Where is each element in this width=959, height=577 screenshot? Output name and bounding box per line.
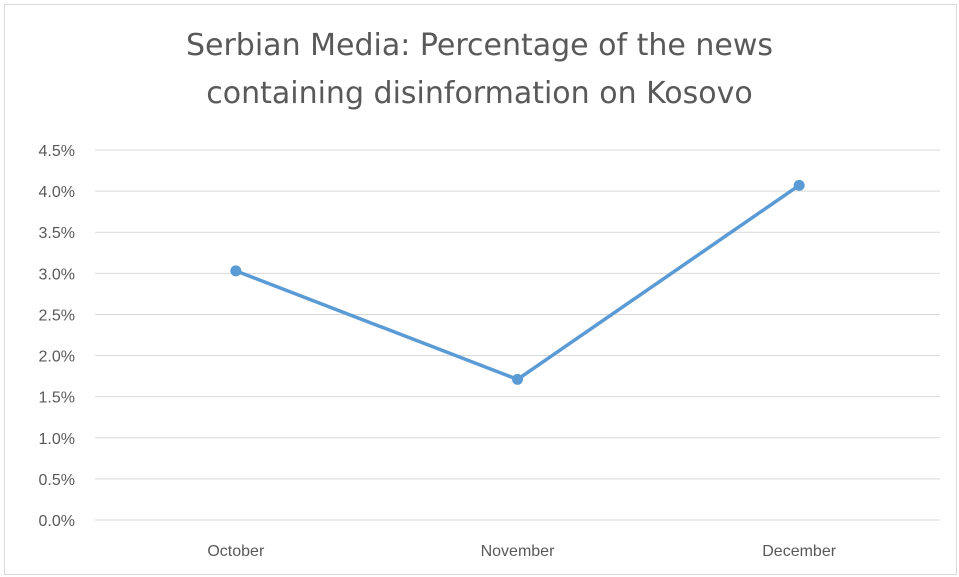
y-tick-label: 3.5%: [39, 225, 75, 242]
data-point-december: [793, 179, 805, 191]
x-tick-label: December: [762, 543, 836, 560]
chart-title-line-2: containing disinformation on Kosovo: [206, 76, 753, 111]
chart-title-line-1: Serbian Media: Percentage of the news: [185, 28, 774, 63]
y-tick-label: 0.5%: [39, 472, 75, 489]
y-tick-label: 2.0%: [39, 349, 75, 366]
y-tick-label: 4.5%: [39, 143, 75, 160]
data-point-october: [230, 265, 242, 277]
series-line: [234, 183, 801, 382]
x-axis-tick-labels: October November December: [207, 543, 836, 560]
y-tick-label: 1.0%: [39, 431, 75, 448]
y-tick-label: 0.0%: [39, 513, 75, 530]
y-tick-label: 4.0%: [39, 184, 75, 201]
gridlines: [95, 149, 940, 521]
y-tick-label: 2.5%: [39, 307, 75, 324]
chart-title: Serbian Media: Percentage of the news co…: [0, 22, 959, 118]
chart-area: [4, 4, 957, 575]
x-tick-label: November: [481, 543, 555, 560]
y-tick-label: 3.0%: [39, 266, 75, 283]
series-layer: [230, 179, 805, 385]
y-axis-tick-labels: 0.0% 0.5% 1.0% 1.5% 2.0% 2.5% 3.0% 3.5% 4.0% 4.5%: [39, 143, 75, 530]
data-point-november: [512, 373, 523, 385]
y-tick-label: 1.5%: [39, 390, 75, 407]
x-tick-label: October: [207, 543, 265, 560]
